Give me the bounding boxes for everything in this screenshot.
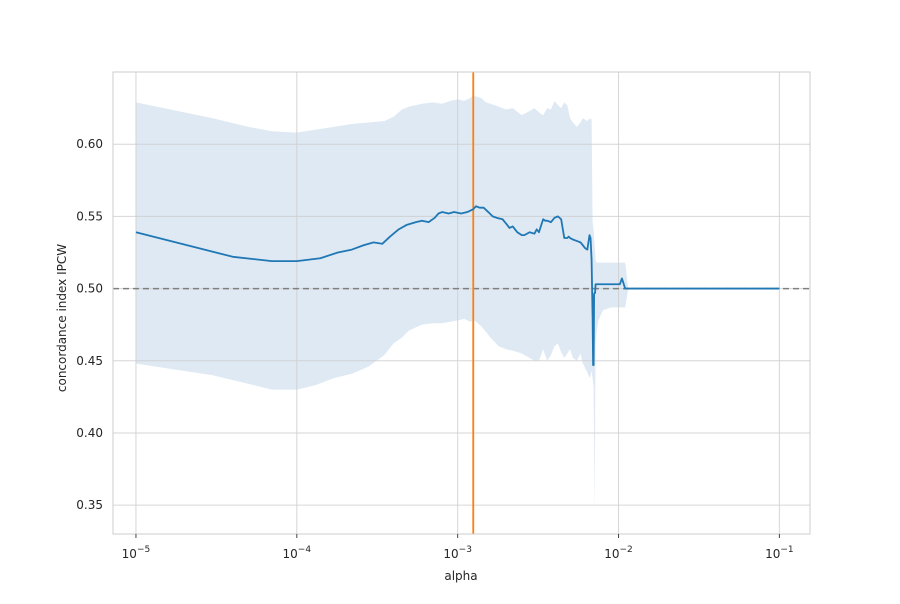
x-tick-exponent: −4 — [298, 545, 312, 555]
plot-area-frame — [112, 71, 811, 535]
x-tick-label: 10−2 — [604, 545, 633, 561]
y-axis-label: concordance index IPCW — [55, 244, 69, 392]
y-tick-label: 0.40 — [76, 426, 103, 440]
series-line-layer — [135, 205, 780, 366]
x-axis-label: alpha — [444, 569, 477, 583]
y-tick-label: 0.45 — [76, 354, 103, 368]
x-tick-label: 10−1 — [765, 545, 794, 561]
x-tick-label: 10−5 — [122, 545, 151, 561]
grid-layer — [113, 72, 810, 534]
y-tick-label: 0.55 — [76, 209, 103, 223]
x-tick-exponent: −1 — [780, 545, 793, 555]
x-tick-exponent: −3 — [459, 545, 472, 555]
ticks-layer: 10−5 10−4 10−3 10−2 10−1 0.35 0.40 0.45 0.50 0.55… — [76, 137, 793, 561]
y-tick-label: 0.35 — [76, 498, 103, 512]
y-tick-label: 0.60 — [76, 137, 103, 151]
y-tick-label: 0.50 — [76, 282, 103, 296]
axes-frame — [112, 71, 811, 535]
x-tick-label: 10−4 — [283, 545, 312, 561]
x-tick-exponent: −5 — [137, 545, 150, 555]
x-tick-label: 10−3 — [443, 545, 472, 561]
series-line — [135, 205, 780, 366]
x-tick-exponent: −2 — [620, 545, 633, 555]
